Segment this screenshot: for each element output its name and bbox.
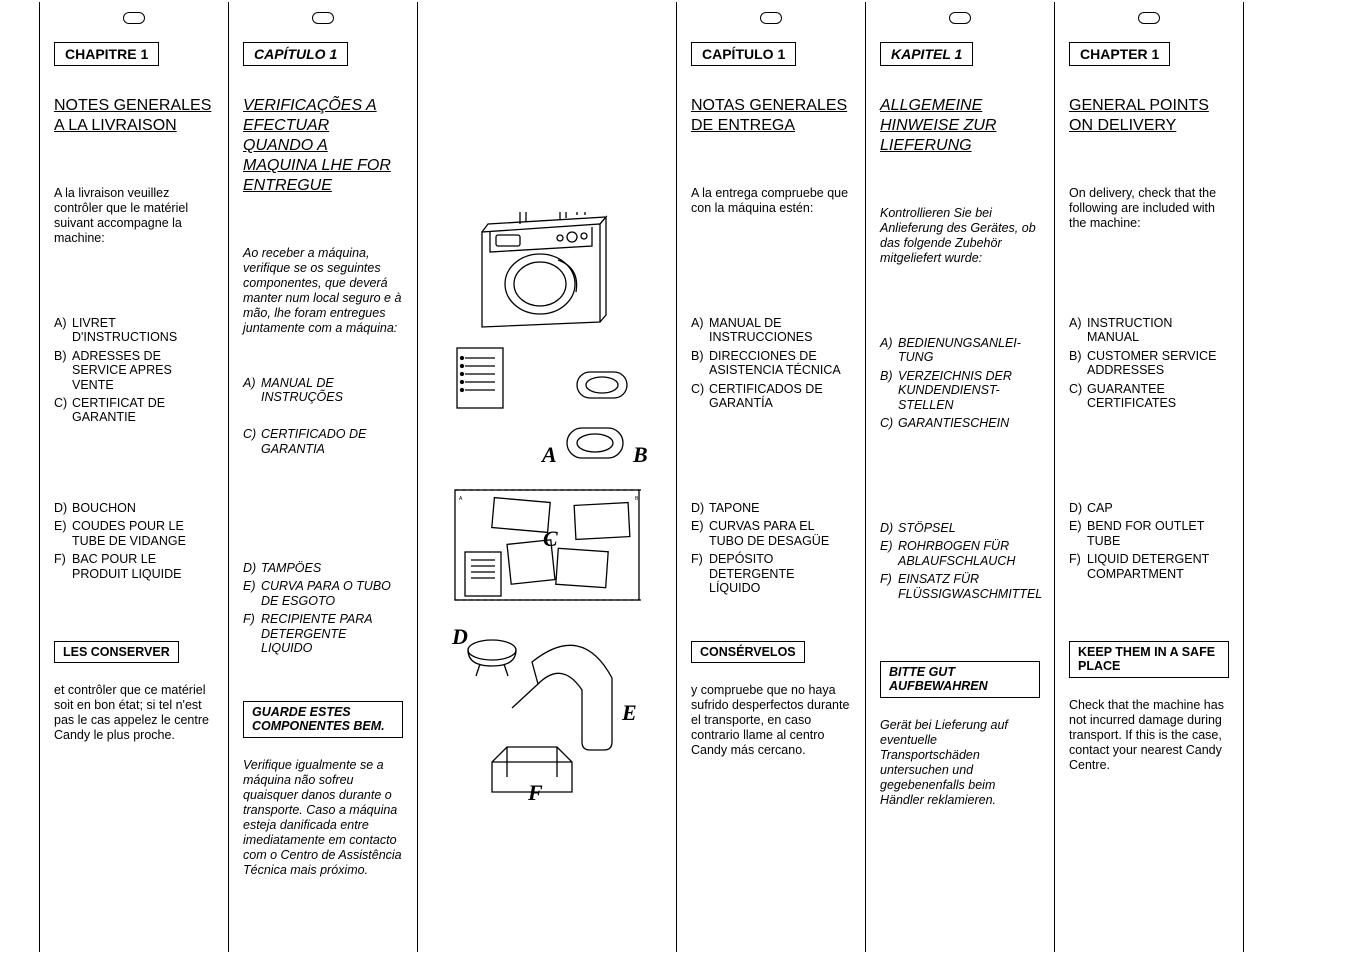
list-item: C)CERTIFICAT DE GARANTIE [54,396,214,425]
label-c: C [543,526,558,551]
intro-text: A la livraison veuillez contrôler que le… [54,186,214,316]
list-item: C)CERTIFICADO DE GARANTIA [243,427,403,456]
binding-hole [312,12,334,24]
language-column: KAPITEL 1 ALLGEMEINE HINWEISE ZUR LIEFER… [865,2,1055,952]
language-column: CHAPITRE 1 NOTES GENERALES A LA LIVRAISO… [39,2,229,952]
parts-c-illustration: C A B [447,482,647,612]
list-item: E)BEND FOR OUTLET TUBE [1069,519,1229,548]
list-item: D)TAPONE [691,501,851,515]
intro-text: A la entrega compruebe que con la máquin… [691,186,851,316]
keep-label: CONSÉRVELOS [691,641,805,663]
washing-machine-illustration [460,212,635,332]
intro-text: Ao receber a máquina, verifique se os se… [243,246,403,376]
list-item: C)GUARANTEE CERTIFICATES [1069,382,1229,411]
diagram-column: A B C A B [417,2,677,952]
binding-hole [1138,12,1160,24]
list-item: F)BAC POUR LE PRODUIT LIQUIDE [54,552,214,581]
label-f: F [527,780,543,802]
chapter-label: CAPÍTULO 1 [243,42,348,66]
keep-label: BITTE GUT AUFBEWAHREN [880,661,1040,698]
list-item: A)LIVRET D'INSTRUCTIONS [54,316,214,345]
parts-d-e-f-illustration: D E F [442,622,652,802]
list-item: A)MANUAL DE INSTRUÇÕES [243,376,403,405]
section-title: VERIFICAÇÕES A EFECTUAR QUANDO A MAQUINA… [243,96,403,196]
list-item: B)CUSTOMER SERVICE ADDRESSES [1069,349,1229,378]
label-d: D [451,624,468,649]
svg-text:A: A [459,496,463,502]
items-block-abc: A)LIVRET D'INSTRUCTIONS B)ADRESSES DE SER… [54,316,214,501]
list-item: D)BOUCHON [54,501,214,515]
list-item: A)MANUAL DE INSTRUCCIONES [691,316,851,345]
list-item: D)CAP [1069,501,1229,515]
footer-text: Check that the machine has not incurred … [1069,698,1229,773]
items-block-def: D)TAPONE E)CURVAS PARA EL TUBO DE DESAGÜE… [691,501,851,631]
chapter-label: KAPITEL 1 [880,42,973,66]
list-item: B)VERZEICHNIS DER KUNDENDIENST-STELLEN [880,369,1040,412]
chapter-label: CAPÍTULO 1 [691,42,796,66]
section-title: ALLGEMEINE HINWEISE ZUR LIEFERUNG [880,96,1040,156]
section-title: NOTES GENERALES A LA LIVRAISON [54,96,214,136]
items-block-abc: A)BEDIENUNGSANLEI-TUNG B)VERZEICHNIS DER … [880,336,1040,521]
list-item: A)INSTRUCTION MANUAL [1069,316,1229,345]
list-item: C)CERTIFICADOS DE GARANTÍA [691,382,851,411]
items-block-abc: A)MANUAL DE INSTRUCCIONES B)DIRECCIONES D… [691,316,851,501]
label-a: A [540,442,557,467]
list-item: F)LIQUID DETERGENT COMPARTMENT [1069,552,1229,581]
items-block-abc: A)INSTRUCTION MANUAL B)CUSTOMER SERVICE A… [1069,316,1229,501]
list-item: E)COUDES POUR LE TUBE DE VIDANGE [54,519,214,548]
chapter-label: CHAPITRE 1 [54,42,159,66]
footer-text: Gerät bei Lieferung auf eventuelle Trans… [880,718,1040,808]
list-item: B)DIRECCIONES DE ASISTENCIA TÉCNICA [691,349,851,378]
list-item: F)RECIPIENTE PARA DETERGENTE LIQUIDO [243,612,403,655]
binding-hole [949,12,971,24]
intro-text: Kontrollieren Sie bei Anlieferung des Ge… [880,206,1040,336]
list-item: E)CURVAS PARA EL TUBO DE DESAGÜE [691,519,851,548]
footer-text: Verifique igualmente se a máquina não so… [243,758,403,878]
list-item: E)CURVA PARA O TUBO DE ESGOTO [243,579,403,608]
parts-a-b-illustration: A B [447,342,647,472]
items-block-def: D)STÖPSEL E)ROHRBOGEN FÜR ABLAUFSCHLAUCH F… [880,521,1040,651]
binding-hole [123,12,145,24]
list-item: B)ADRESSES DE SERVICE APRES VENTE [54,349,214,392]
keep-label: GUARDE ESTES COMPONENTES BEM. [243,701,403,738]
section-title: GENERAL POINTS ON DELIVERY [1069,96,1229,136]
keep-label: KEEP THEM IN A SAFE PLACE [1069,641,1229,678]
list-item: D)STÖPSEL [880,521,1040,535]
footer-text: et contrôler que ce matériel soit en bon… [54,683,214,743]
section-title: NOTAS GENERALES DE ENTREGA [691,96,851,136]
language-column: CHAPTER 1 GENERAL POINTS ON DELIVERY On … [1054,2,1244,952]
intro-text: On delivery, check that the following ar… [1069,186,1229,316]
chapter-label: CHAPTER 1 [1069,42,1170,66]
label-e: E [621,700,637,725]
items-block-abc: A)MANUAL DE INSTRUÇÕES C)CERTIFICADO DE G… [243,376,403,561]
items-block-def: D)CAP E)BEND FOR OUTLET TUBE F)LIQUID DETE… [1069,501,1229,631]
language-column: CAPÍTULO 1 NOTAS GENERALES DE ENTREGA A … [676,2,866,952]
list-item: F)DEPÓSITO DETERGENTE LÍQUIDO [691,552,851,595]
list-item [243,409,403,423]
list-item: E)ROHRBOGEN FÜR ABLAUFSCHLAUCH [880,539,1040,568]
keep-label: LES CONSERVER [54,641,179,663]
list-item: D)TAMPÖES [243,561,403,575]
list-item: F)EINSATZ FÜR FLÜSSIGWASCHMITTEL [880,572,1040,601]
label-b: B [632,442,647,467]
list-item: A)BEDIENUNGSANLEI-TUNG [880,336,1040,365]
list-item: C)GARANTIESCHEIN [880,416,1040,430]
footer-text: y compruebe que no haya sufrido desperfe… [691,683,851,758]
items-block-def: D)TAMPÖES E)CURVA PARA O TUBO DE ESGOTO F)… [243,561,403,691]
items-block-def: D)BOUCHON E)COUDES POUR LE TUBE DE VIDANG… [54,501,214,631]
language-column: CAPÍTULO 1 VERIFICAÇÕES A EFECTUAR QUAND… [228,2,418,952]
binding-hole [760,12,782,24]
